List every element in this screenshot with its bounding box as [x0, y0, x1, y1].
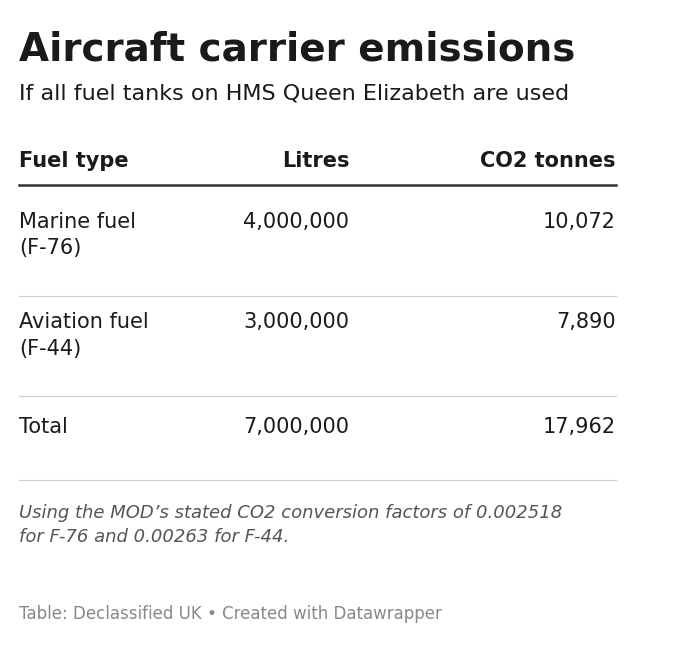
Text: 10,072: 10,072 [543, 212, 616, 232]
Text: 7,000,000: 7,000,000 [243, 417, 349, 437]
Text: 3,000,000: 3,000,000 [243, 312, 349, 333]
Text: Table: Declassified UK • Created with Datawrapper: Table: Declassified UK • Created with Da… [19, 605, 442, 623]
Text: Litres: Litres [282, 151, 349, 171]
Text: Fuel type: Fuel type [19, 151, 129, 171]
Text: 7,890: 7,890 [556, 312, 616, 333]
Text: Aviation fuel
(F-44): Aviation fuel (F-44) [19, 312, 149, 359]
Text: Total: Total [19, 417, 68, 437]
Text: If all fuel tanks on HMS Queen Elizabeth are used: If all fuel tanks on HMS Queen Elizabeth… [19, 84, 569, 104]
Text: Marine fuel
(F-76): Marine fuel (F-76) [19, 212, 136, 258]
Text: CO2 tonnes: CO2 tonnes [480, 151, 616, 171]
Text: 17,962: 17,962 [543, 417, 616, 437]
Text: 4,000,000: 4,000,000 [243, 212, 349, 232]
Text: Using the MOD’s stated CO2 conversion factors of 0.002518
for F-76 and 0.00263 f: Using the MOD’s stated CO2 conversion fa… [19, 504, 562, 546]
Text: Aircraft carrier emissions: Aircraft carrier emissions [19, 30, 575, 69]
